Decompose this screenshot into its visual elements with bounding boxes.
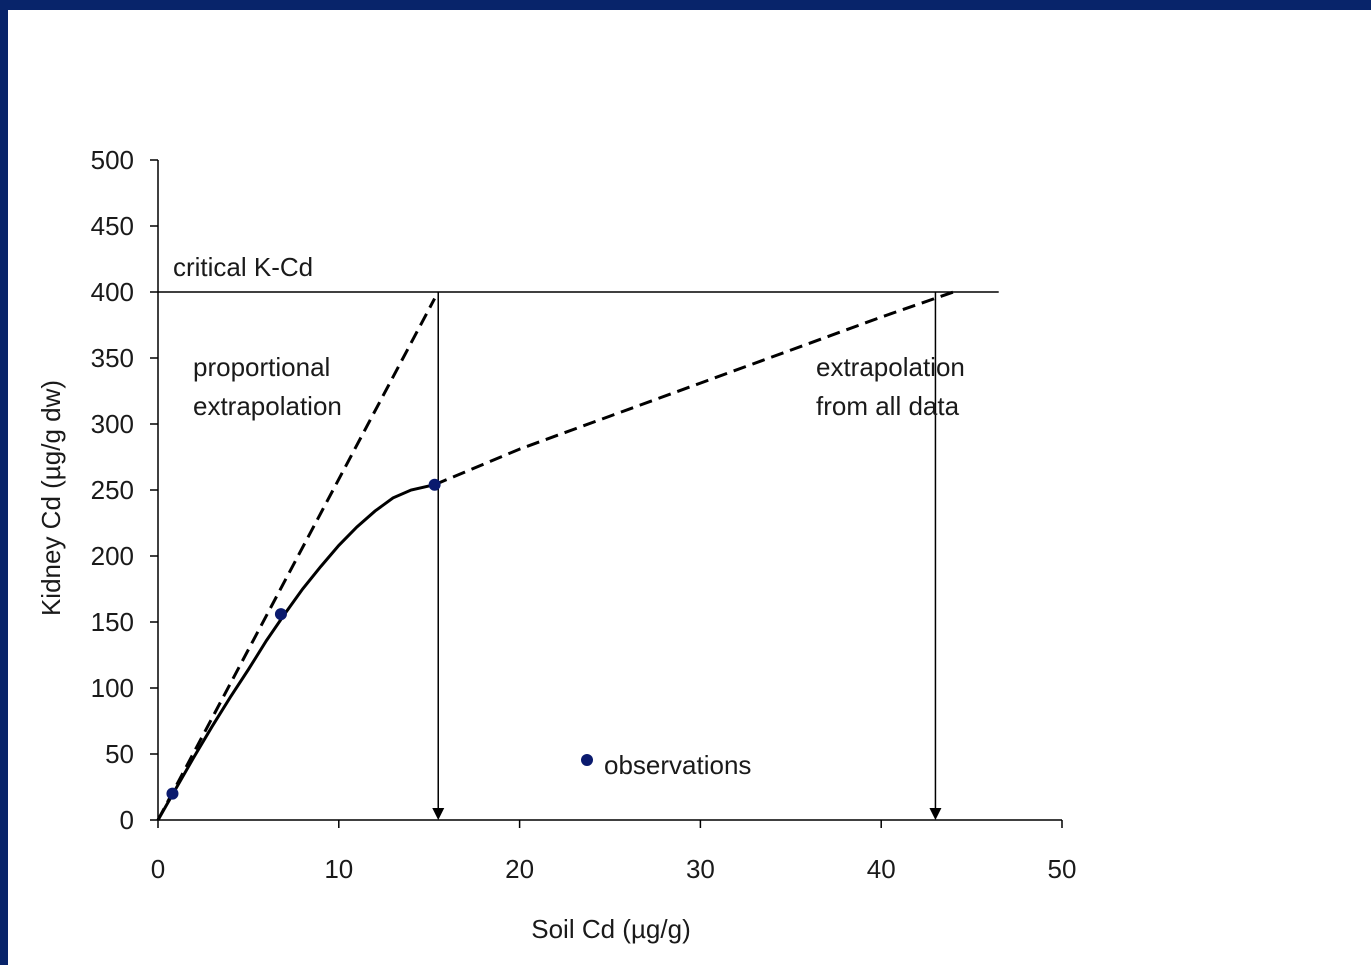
observation-point — [274, 608, 287, 621]
y-tick-label: 450 — [91, 211, 134, 241]
observation-points — [166, 478, 441, 800]
x-tick-label: 0 — [151, 854, 165, 884]
y-tick-label: 500 — [91, 145, 134, 175]
y-tick-label: 100 — [91, 673, 134, 703]
chart: 0 50 100 150 200 250 300 350 400 450 500 0 10 20 30 40 5… — [36, 145, 1077, 944]
y-tick-label: 400 — [91, 277, 134, 307]
x-tick-label: 40 — [867, 854, 896, 884]
x-tick-label: 20 — [505, 854, 534, 884]
x-axis-title: Soil Cd (µg/g) — [531, 914, 690, 944]
drop-arrow-head — [432, 808, 445, 820]
slide: 0 50 100 150 200 250 300 350 400 450 500 0 10 20 30 40 5… — [8, 10, 1371, 965]
y-tick-label: 150 — [91, 607, 134, 637]
reference-lines — [158, 291, 999, 820]
all-data-label-line2: from all data — [816, 391, 960, 421]
x-tick-label: 30 — [686, 854, 715, 884]
fitted-curve — [156, 483, 435, 821]
curves — [156, 290, 954, 821]
x-tick-label: 10 — [324, 854, 353, 884]
proportional-label-line1: proportional — [193, 352, 330, 382]
all-data-label-line1: extrapolation — [816, 352, 965, 382]
y-axis-title: Kidney Cd (µg/g dw) — [36, 380, 66, 616]
y-tick-label: 0 — [120, 805, 134, 835]
critical-label: critical K-Cd — [173, 252, 313, 282]
y-tick-label: 250 — [91, 475, 134, 505]
legend-label: observations — [604, 750, 751, 780]
axes — [150, 159, 1063, 828]
proportional-extrapolation-line — [156, 297, 436, 821]
legend-marker — [581, 754, 593, 766]
drop-arrow-head — [929, 808, 942, 820]
tick-labels: 0 50 100 150 200 250 300 350 400 450 500 0 10 20 30 40 5… — [91, 145, 1077, 884]
y-tick-label: 50 — [105, 739, 134, 769]
y-tick-label: 300 — [91, 409, 134, 439]
proportional-label-line2: extrapolation — [193, 391, 342, 421]
observation-point — [428, 478, 441, 491]
all-data-extrapolation-line — [434, 290, 954, 487]
y-tick-label: 350 — [91, 343, 134, 373]
y-tick-label: 200 — [91, 541, 134, 571]
x-tick-label: 50 — [1048, 854, 1077, 884]
observation-point — [166, 787, 179, 800]
